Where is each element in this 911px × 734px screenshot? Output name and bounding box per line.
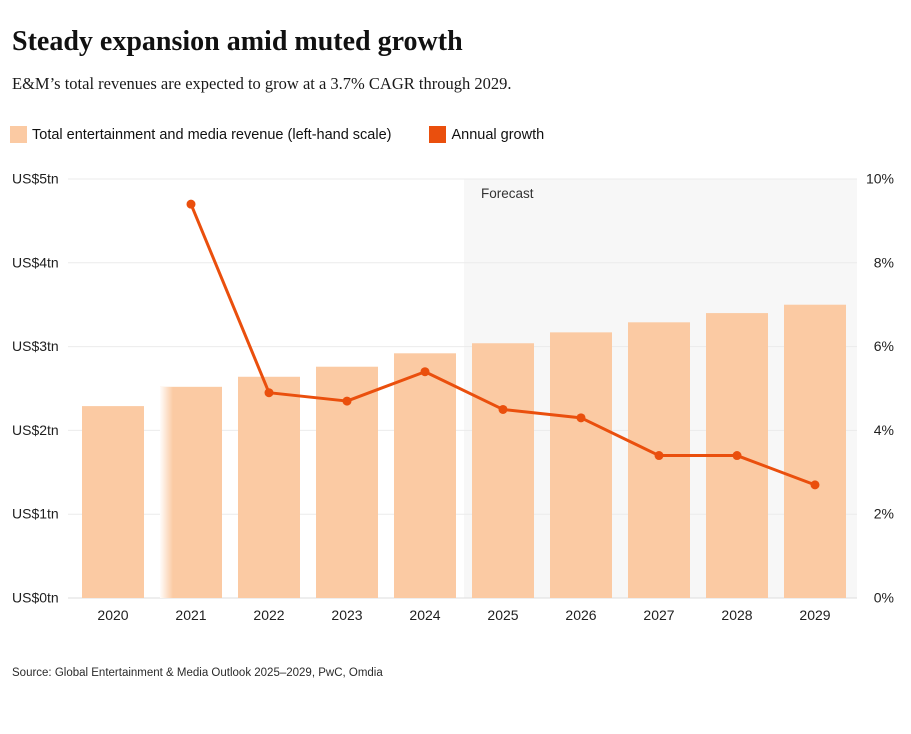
x-axis-label-2028: 2028: [721, 607, 752, 623]
x-axis-label-2023: 2023: [331, 607, 362, 623]
growth-swatch-icon: [429, 126, 447, 143]
growth-point-2021: [186, 199, 196, 209]
left-axis-tick: US$1tn: [12, 506, 59, 522]
bar-2020: [82, 406, 144, 598]
x-axis-label-2025: 2025: [487, 607, 518, 623]
x-axis-label-2024: 2024: [409, 607, 440, 623]
x-axis-label-2021: 2021: [175, 607, 206, 623]
right-axis-tick: 0%: [874, 590, 894, 606]
bar-2025: [472, 343, 534, 598]
bar-2024: [394, 353, 456, 598]
legend-growth-label: Annual growth: [451, 126, 545, 143]
source-note: Source: Global Entertainment & Media Out…: [12, 667, 383, 679]
forecast-label: Forecast: [481, 186, 534, 201]
x-axis-label-2022: 2022: [253, 607, 284, 623]
x-axis-label-2020: 2020: [97, 607, 128, 623]
right-axis-tick: 6%: [874, 338, 894, 354]
growth-point-2024: [420, 367, 430, 377]
right-axis-tick: 4%: [874, 422, 894, 438]
growth-point-2026: [576, 413, 586, 423]
x-axis-label-2027: 2027: [643, 607, 674, 623]
bar-2027: [628, 322, 690, 598]
right-axis-tick: 8%: [874, 254, 894, 270]
growth-point-2022: [264, 388, 274, 398]
revenue-swatch-icon: [10, 126, 27, 143]
legend: Total entertainment and media revenue (l…: [10, 126, 544, 143]
bar-2029: [784, 304, 846, 598]
growth-point-2025: [498, 404, 508, 414]
legend-item-revenue: Total entertainment and media revenue (l…: [10, 126, 391, 143]
left-axis-tick: US$0tn: [12, 590, 59, 606]
growth-point-2028: [732, 451, 742, 461]
left-axis-tick: US$4tn: [12, 254, 59, 270]
legend-item-growth: Annual growth: [429, 126, 544, 143]
bar-2026: [550, 332, 612, 598]
growth-point-2023: [342, 396, 352, 406]
x-axis-label-2029: 2029: [799, 607, 830, 623]
chart-subtitle: E&M’s total revenues are expected to gro…: [12, 74, 512, 93]
chart-title: Steady expansion amid muted growth: [12, 26, 463, 57]
revenue-growth-combo-chart: US$0tn 0% US$1tn 2% US$2tn 4% US$3tn 6% US$4tn 8%…: [12, 171, 894, 624]
left-axis-tick: US$5tn: [12, 171, 59, 187]
left-axis-tick: US$2tn: [12, 422, 59, 438]
right-axis-tick: 10%: [866, 171, 894, 187]
x-axis-label-2026: 2026: [565, 607, 596, 623]
growth-point-2027: [654, 451, 664, 461]
left-axis-tick: US$3tn: [12, 338, 59, 354]
growth-point-2029: [810, 480, 820, 490]
legend-revenue-label: Total entertainment and media revenue (l…: [32, 126, 392, 143]
bar-highlight-fade: [160, 386, 173, 598]
bar-2022: [238, 376, 300, 598]
right-axis-tick: 2%: [874, 506, 894, 522]
